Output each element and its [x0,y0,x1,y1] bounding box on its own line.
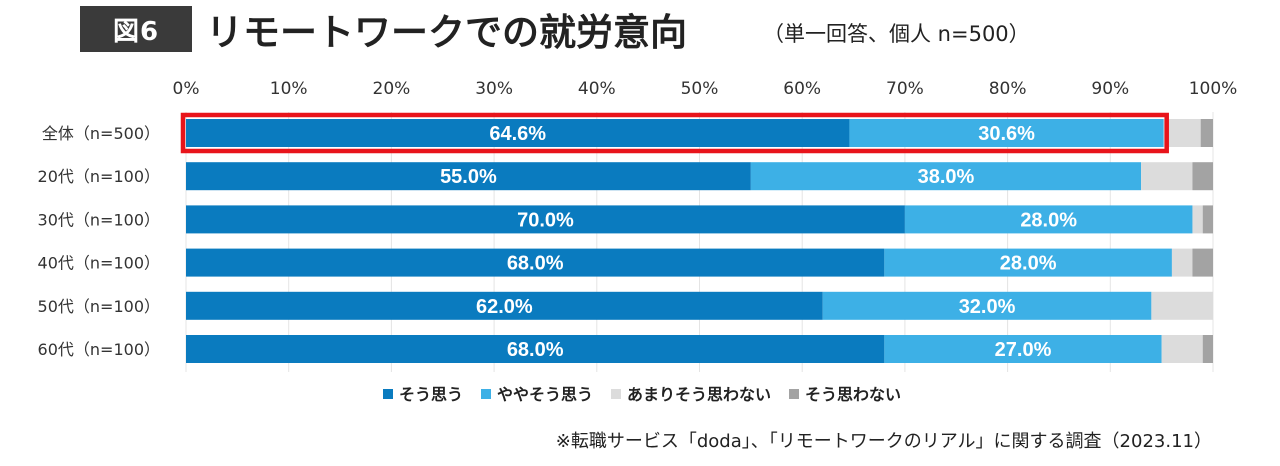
bar-segment [750,162,1142,191]
x-tick-label: 20% [373,79,411,99]
bar-segment [1161,335,1203,363]
x-tick-label: 70% [886,79,924,99]
data-label: 64.6% [489,123,546,145]
bars [186,119,1213,363]
category-label: 60代（n=100） [38,340,160,359]
legend-label: そう思う [399,385,463,404]
legend-swatch [789,389,799,399]
chart-title: リモートワークでの就労意向 [206,11,687,54]
bar-segment [1192,248,1213,277]
category-label: 30代（n=100） [38,210,160,229]
bar-segment [186,119,850,147]
legend-swatch [611,389,621,399]
x-tick-label: 80% [989,79,1027,99]
bar-segment [186,205,905,234]
bar-segment [1141,162,1193,191]
chart-subtitle: （単一回答、個人 n=500） [763,22,1030,46]
bar-segment [1192,205,1203,234]
legend-swatch [383,389,393,399]
x-tick-label: 60% [783,79,821,99]
bar-segment [849,119,1164,147]
figure-label: 図6 [80,6,192,52]
bar-segment [884,248,1172,277]
bar-segment [186,291,823,320]
bar-segment [822,291,1152,320]
highlight-frame [180,112,1169,154]
category-label: 20代（n=100） [38,167,160,186]
bar-segment [1151,291,1213,320]
bar-segment [884,335,1162,363]
data-label: 70.0% [517,209,574,231]
data-label: 28.0% [1020,209,1077,231]
x-tick-label: 100% [1189,79,1238,99]
highlight-frame-layer [180,112,1169,154]
bar-segment [186,248,885,277]
data-label: 55.0% [440,166,497,188]
grid-lines [185,112,1214,372]
bar-segment [1163,119,1201,147]
data-label: 62.0% [476,296,533,318]
category-labels: 全体（n=500） 20代（n=100） 30代（n=100） 40代（n=100） 5… [38,124,160,359]
legend: そう思う ややそう思う あまりそう思わない そう思わない [383,385,901,404]
category-label: 50代（n=100） [38,297,160,316]
bar-segment [186,162,751,191]
category-label: 全体（n=500） [42,124,160,143]
bar-segment [1202,335,1213,363]
source-note: ※転職サービス「doda」、「リモートワークのリアル」に関する調査（2023.1… [555,431,1212,452]
bar-segment [1192,162,1213,191]
bar-segment [1200,119,1213,147]
bar-segment [1202,205,1213,234]
x-axis-tick-labels: 0% 10% 20% 30% 40% 50% 60% 70% 80% 90% 100% [173,79,1238,99]
bar-segment [186,335,885,363]
legend-label: あまりそう思わない [627,385,771,404]
x-tick-label: 50% [681,79,719,99]
data-label: 32.0% [959,296,1016,318]
data-label: 28.0% [1000,253,1057,275]
x-tick-label: 40% [578,79,616,99]
x-tick-label: 0% [173,79,200,99]
data-label: 68.0% [507,339,564,361]
data-label: 38.0% [918,166,975,188]
data-label: 68.0% [507,253,564,275]
legend-label: そう思わない [805,385,901,404]
data-label: 27.0% [995,339,1052,361]
bar-segment [904,205,1193,234]
category-label: 40代（n=100） [38,254,160,273]
x-tick-label: 30% [475,79,513,99]
legend-swatch [481,389,491,399]
legend-label: ややそう思う [497,385,593,404]
x-tick-label: 10% [270,79,308,99]
x-tick-label: 90% [1091,79,1129,99]
bar-segment [1171,248,1193,277]
data-label: 30.6% [978,123,1035,145]
data-labels: 64.6% 30.6% 55.0% 38.0% 70.0% 28.0% 68.0% 28.0%… [440,123,1077,361]
